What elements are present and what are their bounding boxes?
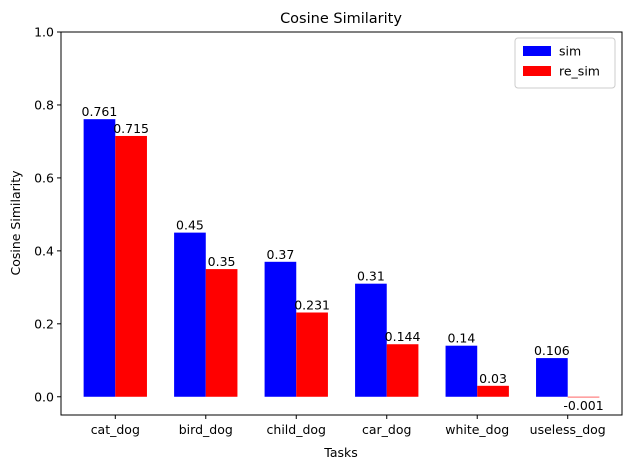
data-label-sim-white_dog: 0.14 xyxy=(447,331,475,346)
legend-swatch-sim xyxy=(523,46,551,56)
legend-swatch-re_sim xyxy=(523,66,551,76)
x-tick-label-bird_dog: bird_dog xyxy=(179,422,233,437)
y-axis-label: Cosine Similarity xyxy=(8,170,23,276)
bar-re_sim-car_dog xyxy=(386,344,419,397)
y-tick-label: 0.0 xyxy=(34,389,54,404)
y-tick-label: 0.6 xyxy=(34,170,54,185)
data-label-sim-bird_dog: 0.45 xyxy=(176,218,204,233)
chart-title: Cosine Similarity xyxy=(280,11,402,27)
legend-label-sim: sim xyxy=(559,44,581,59)
y-tick-label: 0.4 xyxy=(34,243,54,258)
y-tick-label: 1.0 xyxy=(34,25,54,40)
data-label-sim-car_dog: 0.31 xyxy=(357,269,385,284)
data-label-sim-useless_dog: 0.106 xyxy=(534,343,570,358)
y-tick-label: 0.2 xyxy=(34,316,54,331)
x-tick-label-cat_dog: cat_dog xyxy=(91,422,140,437)
data-label-re_sim-child_dog: 0.231 xyxy=(294,298,330,313)
bar-sim-car_dog xyxy=(355,283,387,397)
bar-sim-bird_dog xyxy=(174,232,206,397)
bar-sim-white_dog xyxy=(445,345,478,397)
x-tick-label-child_dog: child_dog xyxy=(267,422,326,437)
data-label-re_sim-bird_dog: 0.35 xyxy=(208,254,236,269)
bar-re_sim-cat_dog xyxy=(115,135,147,397)
bar-sim-useless_dog xyxy=(536,358,568,397)
legend-label-re_sim: re_sim xyxy=(559,64,600,79)
bar-sim-cat_dog xyxy=(83,119,116,397)
x-axis-label: Tasks xyxy=(323,445,358,460)
bar-re_sim-child_dog xyxy=(296,312,328,397)
axes-frame xyxy=(60,31,623,416)
bar-re_sim-bird_dog xyxy=(205,269,238,397)
data-label-re_sim-cat_dog: 0.715 xyxy=(113,121,149,136)
plot-area: 0.761 0.45 0.37 0.31 0.14 0.106 0.715 0.35 0.231… xyxy=(34,25,623,437)
bar-re_sim-useless_dog xyxy=(567,396,600,398)
x-tick-label-white_dog: white_dog xyxy=(445,422,509,437)
bar-re_sim-white_dog xyxy=(477,385,509,397)
data-label-sim-cat_dog: 0.761 xyxy=(82,104,118,119)
data-label-re_sim-car_dog: 0.144 xyxy=(385,329,421,344)
bar-sim-child_dog xyxy=(264,261,297,397)
y-tick-label: 0.8 xyxy=(34,97,54,112)
data-label-re_sim-white_dog: 0.03 xyxy=(479,371,507,386)
x-tick-label-useless_dog: useless_dog xyxy=(530,422,606,437)
legend: sim re_sim xyxy=(514,37,616,89)
data-label-sim-child_dog: 0.37 xyxy=(267,247,295,262)
data-label-re_sim-useless_dog: -0.001 xyxy=(563,398,603,413)
x-tick-label-car_dog: car_dog xyxy=(362,422,411,437)
